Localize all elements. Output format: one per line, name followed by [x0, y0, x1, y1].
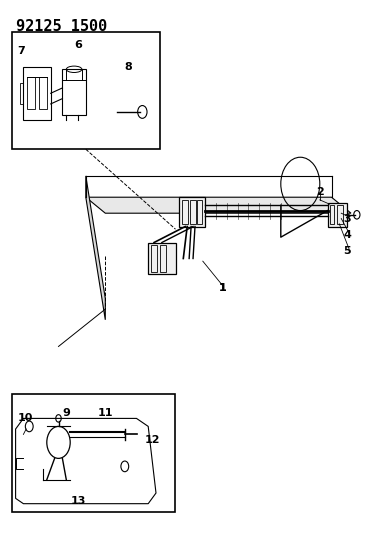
Bar [190, 200, 196, 224]
Text: 12: 12 [144, 435, 160, 445]
Bar [328, 203, 347, 227]
Bar [27, 77, 35, 109]
Bar [160, 245, 166, 272]
Text: 13: 13 [70, 496, 86, 506]
Bar [62, 69, 86, 115]
Bar [151, 245, 157, 272]
Text: 1: 1 [218, 283, 226, 293]
Bar [39, 77, 47, 109]
Text: 6: 6 [74, 41, 82, 50]
Bar [20, 83, 23, 104]
Bar [23, 67, 51, 120]
Text: 5: 5 [343, 246, 351, 255]
Text: 10: 10 [18, 414, 33, 423]
Bar [179, 197, 205, 227]
Bar [337, 205, 343, 224]
Bar [12, 32, 160, 149]
Polygon shape [86, 197, 351, 213]
Text: 9: 9 [62, 408, 70, 418]
Text: 1: 1 [218, 283, 226, 293]
Text: 3: 3 [343, 214, 351, 223]
Polygon shape [86, 176, 105, 320]
Bar [12, 394, 176, 512]
Bar [182, 200, 188, 224]
Bar [197, 200, 202, 224]
Text: 11: 11 [98, 408, 113, 418]
Bar [330, 205, 334, 224]
Text: 92125 1500: 92125 1500 [16, 19, 107, 34]
Text: 7: 7 [18, 46, 25, 55]
Bar [148, 243, 176, 274]
Text: 2: 2 [316, 187, 324, 197]
Text: 8: 8 [125, 62, 133, 71]
Text: 4: 4 [343, 230, 351, 239]
